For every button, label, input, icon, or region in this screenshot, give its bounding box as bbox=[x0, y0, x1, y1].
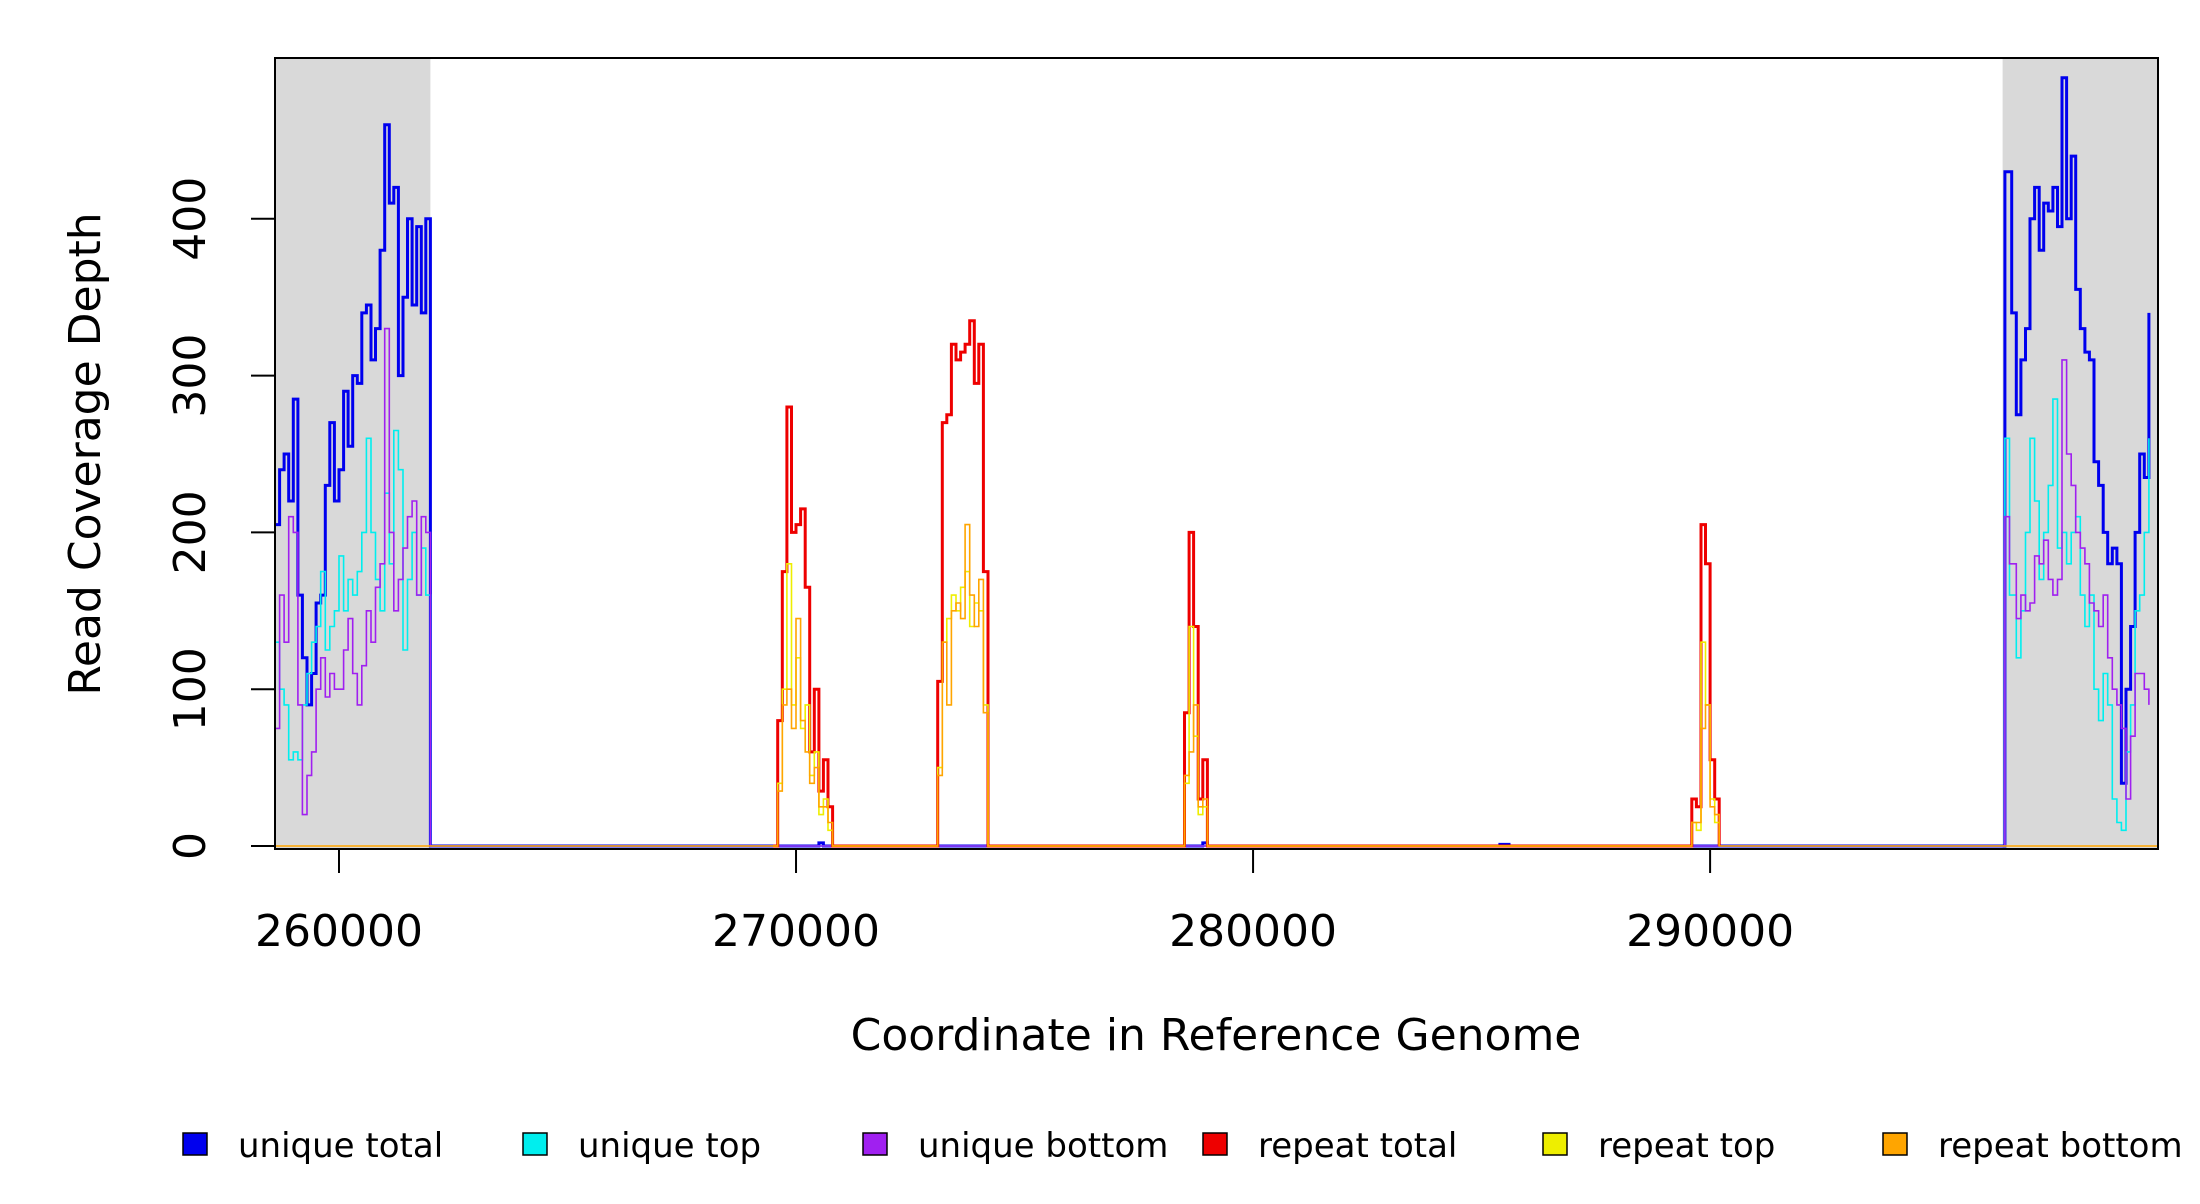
legend-item-unique-bottom: unique bottom bbox=[862, 1126, 1168, 1166]
series-line-unique-total bbox=[275, 76, 2151, 848]
legend-swatch bbox=[1542, 1132, 1568, 1156]
legend: unique total unique top unique bottom repea… bbox=[182, 1126, 2183, 1166]
x-tick-label: 270000 bbox=[712, 906, 880, 957]
legend-item-repeat-total: repeat total bbox=[1202, 1126, 1457, 1166]
legend-label: repeat total bbox=[1258, 1126, 1457, 1166]
legend-item-unique-total: unique total bbox=[182, 1126, 443, 1166]
y-tick-label: 400 bbox=[165, 177, 216, 261]
axes: 0 100 200 300 400 260000 270000 280000 290000 bbox=[165, 177, 1794, 957]
x-tick-label: 290000 bbox=[1626, 906, 1794, 957]
legend-label: unique top bbox=[578, 1126, 761, 1166]
y-tick-label: 200 bbox=[165, 490, 216, 574]
y-tick-label: 0 bbox=[165, 832, 216, 860]
plot-frame bbox=[274, 57, 2159, 850]
series-lines bbox=[275, 76, 2158, 848]
legend-swatch bbox=[182, 1132, 208, 1156]
legend-label: repeat bottom bbox=[1938, 1126, 2183, 1166]
shaded-region-0 bbox=[275, 58, 431, 849]
x-tick-label: 260000 bbox=[255, 906, 423, 957]
series-line-repeat-bottom bbox=[275, 523, 2158, 847]
legend-swatch bbox=[1202, 1132, 1228, 1156]
series-line-unique-bottom bbox=[275, 327, 2150, 847]
legend-item-repeat-top: repeat top bbox=[1542, 1126, 1775, 1166]
legend-item-repeat-bottom: repeat bottom bbox=[1882, 1126, 2183, 1166]
legend-item-unique-top: unique top bbox=[522, 1126, 761, 1166]
shaded-regions bbox=[275, 58, 2158, 849]
x-tick-label: 280000 bbox=[1169, 906, 1337, 957]
x-axis-label: Coordinate in Reference Genome bbox=[851, 1010, 1582, 1061]
legend-label: unique bottom bbox=[918, 1126, 1168, 1166]
series-line-unique-top bbox=[275, 398, 2150, 847]
y-tick-label: 100 bbox=[165, 647, 216, 731]
legend-label: repeat top bbox=[1598, 1126, 1775, 1166]
legend-swatch bbox=[522, 1132, 548, 1156]
legend-label: unique total bbox=[238, 1126, 443, 1166]
shaded-region-1 bbox=[2002, 58, 2158, 849]
series-line-repeat-total bbox=[773, 319, 1721, 848]
series-line-repeat-top bbox=[773, 563, 1720, 847]
y-tick-label: 300 bbox=[165, 334, 216, 418]
legend-swatch bbox=[1882, 1132, 1908, 1156]
legend-swatch bbox=[862, 1132, 888, 1156]
y-axis-label: Read Coverage Depth bbox=[60, 212, 111, 695]
